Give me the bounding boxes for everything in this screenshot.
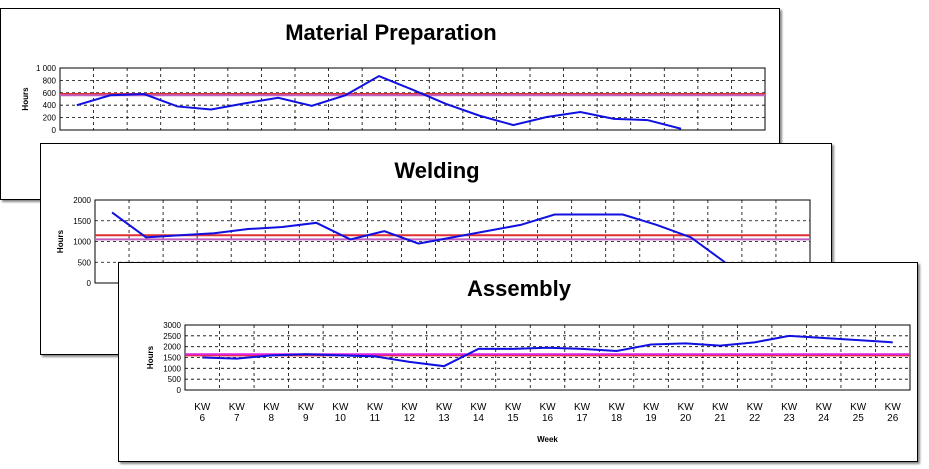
x-tick-label: KW 18 [608, 402, 625, 424]
chart-title: Material Preparation [285, 20, 497, 45]
x-axis-label: Week [537, 435, 558, 444]
chart: AssemblyHours050010001500200025003000Wee… [146, 276, 911, 444]
y-tick-label: 0 [52, 126, 57, 135]
plot-area [59, 67, 766, 131]
x-tick-label: KW 25 [850, 402, 867, 424]
x-tick-label: KW 11 [366, 402, 383, 424]
chart-panel: Assembly Hours 0 500 1000 1500 2000 2500 3000 Wee… [118, 262, 918, 462]
y-tick-label: 1000 [73, 238, 91, 247]
y-tick-label: 2000 [163, 343, 181, 352]
x-tick-label: KW 21 [712, 402, 729, 424]
x-tick-label: KW 20 [677, 402, 694, 424]
chart: Material Preparation Hours 0 200 400 600 800 1 … [21, 20, 766, 135]
x-tick-label: KW 22 [746, 402, 763, 424]
y-axis-label: Hours [56, 229, 65, 253]
y-tick-label: 600 [43, 89, 57, 98]
data-line [76, 74, 682, 130]
y-tick-label: 2500 [163, 332, 181, 341]
x-tick-label: KW 26 [884, 402, 901, 424]
data-line [111, 211, 726, 264]
x-tick-label: KW 15 [504, 402, 522, 424]
y-tick-label: 800 [43, 76, 57, 85]
y-tick-label: 0 [87, 279, 92, 288]
y-tick-label: 500 [78, 258, 92, 267]
y-tick-label: 500 [168, 375, 182, 384]
y-axis-label: Hours [21, 87, 30, 111]
y-tick-label: 400 [43, 101, 57, 110]
x-tick-label: KW 13 [435, 402, 452, 424]
x-tick-label: KW 19 [643, 402, 660, 424]
x-tick-label: KW 23 [781, 402, 798, 424]
chart-title: Assembly [467, 276, 572, 301]
data-line [202, 334, 893, 368]
y-tick-label: 2000 [73, 196, 91, 205]
x-tick-label: KW 7 [228, 402, 245, 424]
y-tick-label: 3000 [163, 321, 181, 330]
x-tick-label: KW 8 [263, 402, 280, 424]
y-tick-label: 1000 [163, 364, 181, 373]
y-tick-label: 0 [177, 386, 182, 395]
x-tick-label: KW 9 [297, 402, 314, 424]
y-tick-label: 1 000 [36, 64, 57, 73]
x-tick-label: KW 17 [573, 402, 591, 424]
x-tick-label: KW 24 [815, 402, 832, 424]
x-tick-label: KW 14 [470, 402, 487, 424]
x-tick-label: KW 12 [401, 402, 418, 424]
y-tick-label: 1500 [163, 354, 181, 363]
x-tick-label: KW 16 [539, 402, 556, 424]
y-axis-label: Hours [146, 345, 155, 369]
chart-title: Welding [394, 158, 479, 183]
x-tick-label: KW 10 [332, 402, 349, 424]
y-tick-label: 1500 [73, 217, 91, 226]
y-tick-label: 200 [43, 114, 57, 123]
x-tick-label: KW 6 [194, 402, 211, 424]
